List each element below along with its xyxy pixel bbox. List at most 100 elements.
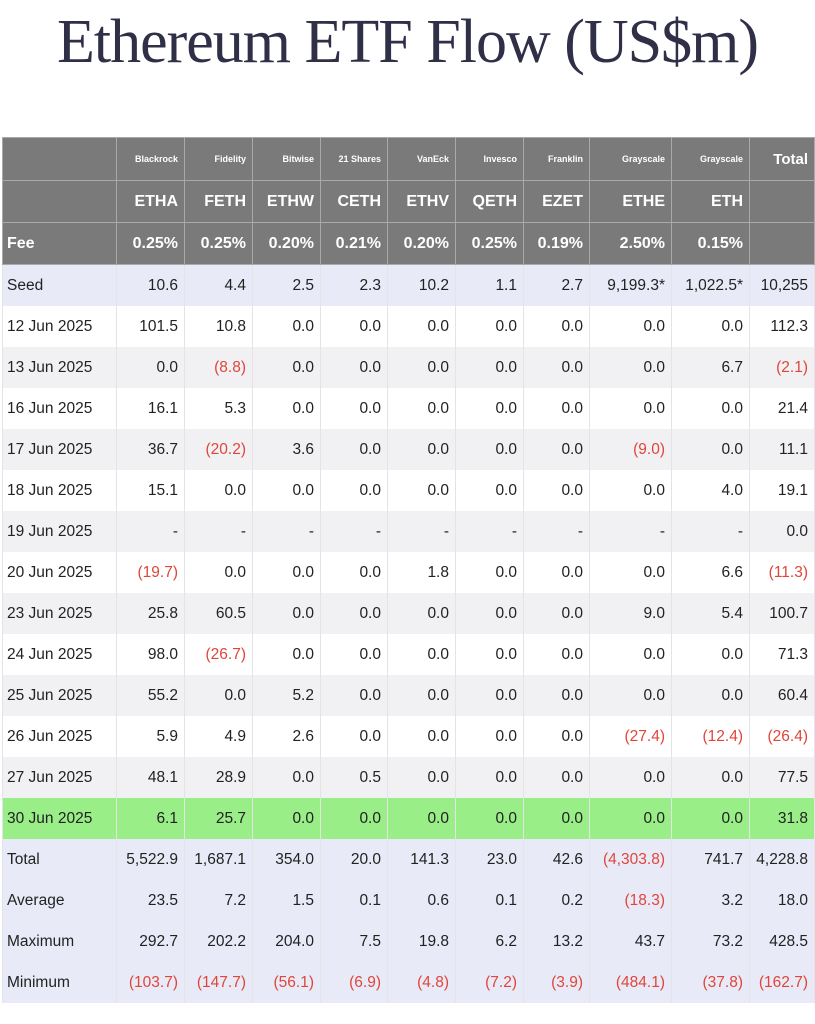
flow-cell: 0.0 [387,716,456,757]
flow-cell: 0.6 [387,880,456,921]
flow-cell: 0.0 [671,429,750,470]
flow-cell: 3.6 [252,429,321,470]
flow-cell: 0.0 [252,593,321,634]
flow-cell: 0.0 [387,634,456,675]
corner-cell [2,180,117,223]
flow-cell: (484.1) [589,962,672,1003]
flow-cell: (12.4) [671,716,750,757]
flow-cell: 9.0 [589,593,672,634]
flow-cell: (147.7) [184,962,253,1003]
row-total-cell: (2.1) [749,347,815,388]
flow-cell: 4.0 [671,470,750,511]
row-total-cell: (11.3) [749,552,815,593]
flow-cell: 0.0 [320,347,388,388]
flow-cell: 10.6 [116,264,185,306]
flow-cell: 141.3 [387,839,456,880]
flow-cell: 0.0 [523,716,590,757]
issuer-header: Franklin [523,137,590,181]
table-row: 16 Jun 2025 16.1 5.3 0.0 0.0 0.0 0.0 0.0 0.0 0.0 2… [2,388,815,429]
flow-cell: 0.0 [671,757,750,798]
flow-cell: (27.4) [589,716,672,757]
flow-cell: 0.1 [455,880,524,921]
flow-cell: 36.7 [116,429,185,470]
row-label: 27 Jun 2025 [2,757,117,798]
issuer-header: Blackrock [116,137,185,181]
table-row: 26 Jun 2025 5.9 4.9 2.6 0.0 0.0 0.0 0.0 (27.4) (1… [2,716,815,757]
flow-cell: 0.0 [455,306,524,347]
flow-cell: (4,303.8) [589,839,672,880]
flow-cell: 16.1 [116,388,185,429]
row-label: 25 Jun 2025 [2,675,117,716]
flow-cell: 101.5 [116,306,185,347]
flow-cell: 0.0 [116,347,185,388]
flow-cell: 0.0 [589,470,672,511]
flow-cell: 0.0 [523,306,590,347]
row-label: 13 Jun 2025 [2,347,117,388]
flow-cell: 25.8 [116,593,185,634]
flow-cell: (20.2) [184,429,253,470]
flow-cell: 0.0 [671,388,750,429]
flow-cell: 0.0 [320,470,388,511]
flow-cell: 7.5 [320,921,388,962]
flow-cell: 0.0 [455,552,524,593]
flow-cell: 28.9 [184,757,253,798]
flow-cell: 4.4 [184,264,253,306]
flow-cell: 0.0 [320,675,388,716]
ticker-header-row: ETHA FETH ETHW CETH ETHV QETH EZET ETHE … [2,180,815,223]
fee-value: 0.25% [455,222,524,265]
flow-cell: 0.0 [387,347,456,388]
flow-cell: 5.9 [116,716,185,757]
flow-cell: 4.9 [184,716,253,757]
flow-cell: 0.0 [455,429,524,470]
corner-cell [749,180,815,223]
flow-cell: 9,199.3* [589,264,672,306]
table-row: 12 Jun 2025 101.5 10.8 0.0 0.0 0.0 0.0 0.0 0.0 0.… [2,306,815,347]
flow-cell: 0.2 [523,880,590,921]
flow-cell: 0.0 [455,716,524,757]
flow-cell: 13.2 [523,921,590,962]
row-total-cell: 71.3 [749,634,815,675]
flow-cell: 0.0 [589,798,672,839]
flow-cell: 0.0 [320,306,388,347]
ticker-header: ETHW [252,180,321,223]
flow-cell: 2.5 [252,264,321,306]
row-label: Average [2,880,117,921]
flow-cell: (103.7) [116,962,185,1003]
flow-cell: 0.0 [671,634,750,675]
flow-cell: - [589,511,672,552]
table-row: 25 Jun 2025 55.2 0.0 5.2 0.0 0.0 0.0 0.0 0.0 0.0 6… [2,675,815,716]
flow-cell: 1.5 [252,880,321,921]
flow-cell: 98.0 [116,634,185,675]
flow-cell: 0.0 [320,593,388,634]
flow-cell: - [523,511,590,552]
flow-cell: (9.0) [589,429,672,470]
flow-cell: 0.0 [387,429,456,470]
ticker-header: FETH [184,180,253,223]
flow-cell: - [387,511,456,552]
flow-cell: 202.2 [184,921,253,962]
flow-cell: 2.3 [320,264,388,306]
summary-row: Minimum (103.7) (147.7) (56.1) (6.9) (4.8) (7.… [2,962,815,1003]
row-label: 19 Jun 2025 [2,511,117,552]
flow-cell: - [671,511,750,552]
flow-cell: 23.5 [116,880,185,921]
flow-cell: 5,522.9 [116,839,185,880]
flow-cell: 0.0 [387,306,456,347]
table-row: 24 Jun 2025 98.0 (26.7) 0.0 0.0 0.0 0.0 0.0 0.0 0… [2,634,815,675]
fee-value: 0.25% [116,222,185,265]
flow-cell: 15.1 [116,470,185,511]
flow-cell: 2.7 [523,264,590,306]
flow-cell: 6.2 [455,921,524,962]
row-total-cell: 31.8 [749,798,815,839]
row-total-cell: 21.4 [749,388,815,429]
table-row: 18 Jun 2025 15.1 0.0 0.0 0.0 0.0 0.0 0.0 0.0 4.0 1… [2,470,815,511]
flow-cell: 0.0 [252,347,321,388]
table-row: 23 Jun 2025 25.8 60.5 0.0 0.0 0.0 0.0 0.0 9.0 5.4… [2,593,815,634]
page-title: Ethereum ETF Flow (US$m) [57,8,759,76]
row-label: 20 Jun 2025 [2,552,117,593]
flow-cell: 0.0 [252,634,321,675]
flow-cell: 0.0 [589,757,672,798]
flow-cell: 0.0 [523,552,590,593]
flow-cell: 0.0 [523,798,590,839]
ticker-header: ETHA [116,180,185,223]
